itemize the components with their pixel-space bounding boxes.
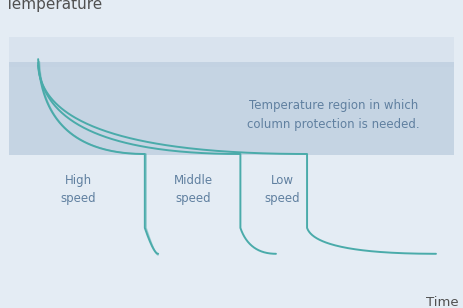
Text: High
speed: High speed — [60, 174, 96, 205]
Bar — [9, 62, 454, 155]
Text: Temperature region in which
column protection is needed.: Temperature region in which column prote… — [247, 99, 420, 131]
Text: Temperature: Temperature — [5, 0, 102, 12]
Text: Low
speed: Low speed — [265, 174, 300, 205]
Text: Middle
speed: Middle speed — [174, 174, 213, 205]
Text: Time: Time — [425, 296, 458, 308]
Bar — [9, 37, 454, 67]
